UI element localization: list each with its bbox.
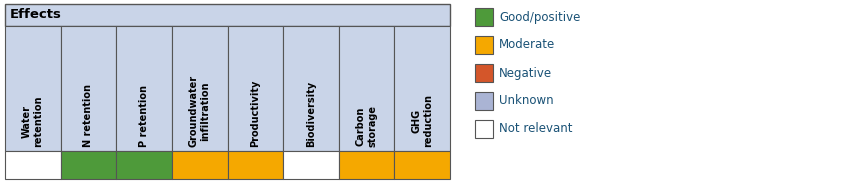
Bar (228, 26, 283, 151)
Bar (339, 151, 395, 179)
Text: Negative: Negative (499, 66, 552, 79)
Bar (61, 26, 116, 151)
Text: P retention: P retention (139, 85, 149, 147)
Text: Water
retention: Water retention (22, 96, 44, 147)
Bar (61, 151, 116, 179)
Bar (116, 151, 172, 179)
Bar (475, 64, 493, 82)
Text: Carbon
storage: Carbon storage (356, 105, 378, 147)
Bar (5, 26, 61, 151)
Text: Good/positive: Good/positive (499, 10, 580, 23)
Bar (475, 36, 493, 54)
Bar (339, 26, 395, 151)
Text: Effects: Effects (10, 8, 62, 21)
Bar (116, 26, 172, 151)
Bar (475, 8, 493, 26)
Bar (5, 4, 450, 26)
Text: Biodiversity: Biodiversity (306, 81, 316, 147)
Text: N retention: N retention (83, 84, 94, 147)
Bar (283, 26, 339, 151)
Bar (172, 26, 228, 151)
Text: Not relevant: Not relevant (499, 122, 572, 135)
Bar (228, 151, 283, 179)
Text: Moderate: Moderate (499, 38, 556, 51)
Bar (283, 151, 339, 179)
Text: Productivity: Productivity (250, 80, 260, 147)
Text: GHG
reduction: GHG reduction (411, 94, 433, 147)
Bar (395, 26, 450, 151)
Text: Unknown: Unknown (499, 94, 554, 107)
Bar (475, 120, 493, 138)
Bar (475, 92, 493, 110)
Bar (5, 151, 61, 179)
Bar (395, 151, 450, 179)
Text: Groundwater
infiltration: Groundwater infiltration (189, 75, 211, 147)
Bar (172, 151, 228, 179)
